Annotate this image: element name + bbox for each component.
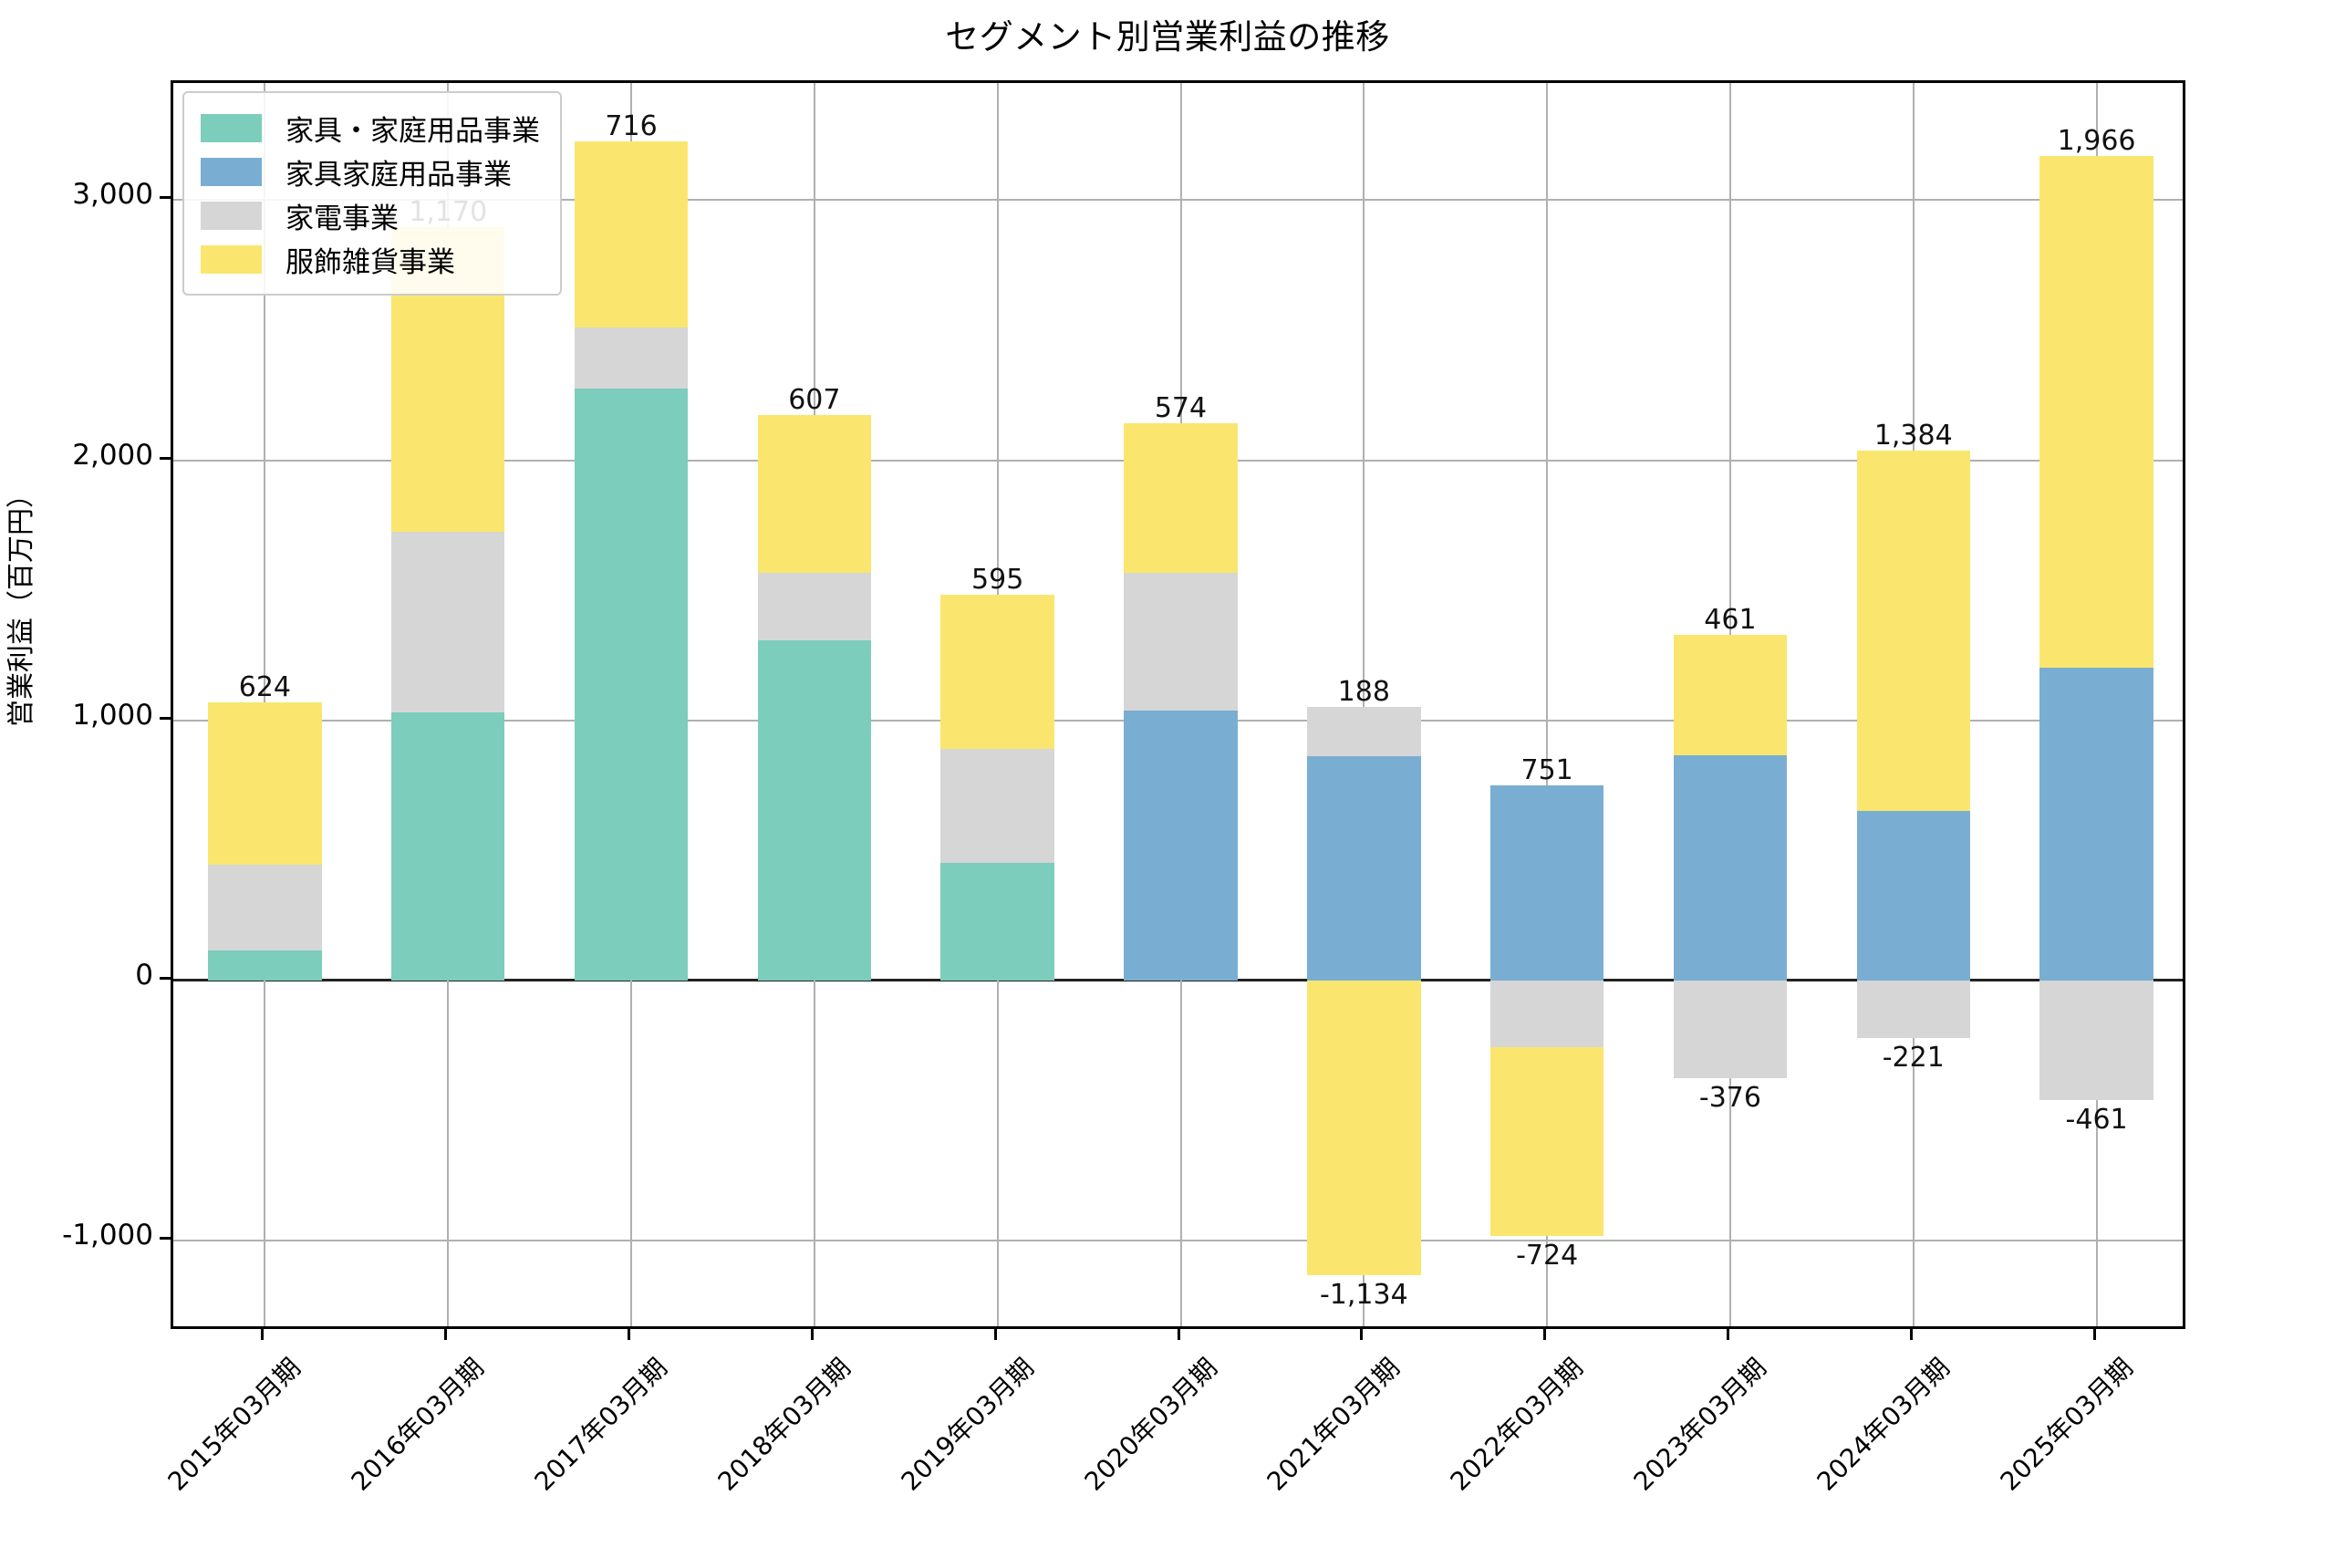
x-axis-tick-mark (993, 1329, 997, 1340)
bar-segment (1307, 755, 1421, 981)
x-axis-tick-label: 2018年03月期 (711, 1352, 856, 1497)
bar-segment (574, 141, 689, 328)
x-axis-tick-label: 2019年03月期 (895, 1352, 1040, 1497)
x-axis-tick-mark (810, 1329, 814, 1340)
bar-segment (1856, 980, 1971, 1038)
bar-segment (757, 415, 872, 574)
gridline-vertical (1546, 83, 1549, 1326)
bar-segment (208, 865, 322, 950)
x-axis-tick-label: 2022年03月期 (1444, 1352, 1589, 1497)
x-axis-tick-label: 2023年03月期 (1627, 1352, 1772, 1497)
y-axis-tick-mark (160, 976, 171, 980)
y-axis-tick-label: 1,000 (72, 698, 153, 732)
bar-segment (1124, 572, 1238, 711)
bar-segment (1489, 1047, 1604, 1236)
x-axis-tick-label: 2017年03月期 (528, 1352, 673, 1497)
x-axis-tick-label: 2021年03月期 (1261, 1352, 1406, 1497)
x-axis-tick-mark (1360, 1329, 1364, 1340)
bar-segment (1673, 754, 1788, 981)
x-axis-tick-mark (444, 1329, 448, 1340)
y-axis-tick-label: 2,000 (72, 438, 153, 472)
gridline-horizontal (173, 1240, 2183, 1242)
x-axis-tick-mark (1726, 1329, 1729, 1340)
x-axis-tick-label: 2024年03月期 (1811, 1352, 1956, 1497)
bar-segment (1307, 980, 1421, 1276)
bar-segment (940, 749, 1054, 864)
x-axis-tick-label: 2016年03月期 (345, 1352, 491, 1497)
y-axis-label: 営業利益（百万円） (5, 481, 37, 727)
bar-segment (208, 950, 322, 981)
legend-color-swatch (201, 157, 262, 186)
legend-item[interactable]: 家具・家庭用品事業 (201, 106, 540, 150)
bar-segment (390, 711, 505, 981)
y-axis-tick-label: 0 (135, 958, 153, 992)
bar-segment (208, 702, 322, 866)
bar-segment (940, 863, 1054, 981)
bar-segment (1673, 980, 1788, 1079)
x-axis-tick-mark (1177, 1329, 1180, 1340)
bar-segment (1307, 706, 1421, 756)
bar-segment (1856, 810, 1971, 981)
y-axis-tick-mark (160, 196, 171, 200)
bar-segment (757, 640, 872, 981)
bar-segment (940, 594, 1054, 750)
x-axis-tick-label: 2025年03月期 (1994, 1352, 2139, 1497)
bar-segment (390, 531, 505, 712)
gridline-vertical (1363, 83, 1365, 1326)
y-axis-tick-label: -1,000 (62, 1219, 153, 1252)
bar-segment (1856, 450, 1971, 811)
bar-segment (1673, 635, 1788, 755)
bar-segment (2039, 155, 2153, 668)
bar-segment (1489, 980, 1604, 1048)
legend-color-swatch (201, 201, 262, 230)
x-axis-tick-mark (1543, 1329, 1547, 1340)
chart-title: セグメント別営業利益の推移 (945, 17, 1390, 57)
y-axis-tick-mark (160, 1237, 171, 1241)
legend-item[interactable]: 家電事業 (201, 193, 540, 237)
legend-color-swatch (201, 244, 262, 274)
x-axis-tick-mark (261, 1329, 265, 1340)
bar-segment (2039, 667, 2153, 981)
bar-segment (2039, 980, 2153, 1101)
bar-segment (757, 573, 872, 641)
x-axis-tick-mark (1909, 1329, 1913, 1340)
legend-item[interactable]: 服飾雑貨事業 (201, 237, 540, 281)
y-axis-tick-mark (160, 716, 171, 720)
legend-label: 家電事業 (285, 202, 399, 235)
bar-segment (1124, 711, 1238, 981)
x-axis-tick-mark (2092, 1329, 2096, 1340)
y-axis-tick-mark (160, 456, 171, 460)
legend-label: 家具家庭用品事業 (285, 158, 512, 192)
zero-line (173, 979, 2183, 982)
bar-segment (1489, 784, 1604, 981)
x-axis-tick-label: 2015年03月期 (161, 1352, 307, 1497)
legend-label: 服飾雑貨事業 (285, 245, 455, 279)
bar-segment (574, 389, 689, 981)
chart-legend: 家具・家庭用品事業 家具家庭用品事業 家電事業服飾雑貨事業 (182, 91, 562, 296)
bar-segment (1124, 423, 1238, 573)
bar-segment (574, 327, 689, 389)
legend-color-swatch (201, 113, 262, 142)
legend-label: 家具・家庭用品事業 (285, 114, 540, 148)
x-axis-tick-mark (628, 1329, 631, 1340)
legend-item[interactable]: 家具家庭用品事業 (201, 150, 540, 193)
y-axis-tick-label: 3,000 (72, 178, 153, 212)
gridline-horizontal (173, 199, 2183, 202)
x-axis-tick-label: 2020年03月期 (1078, 1352, 1223, 1497)
